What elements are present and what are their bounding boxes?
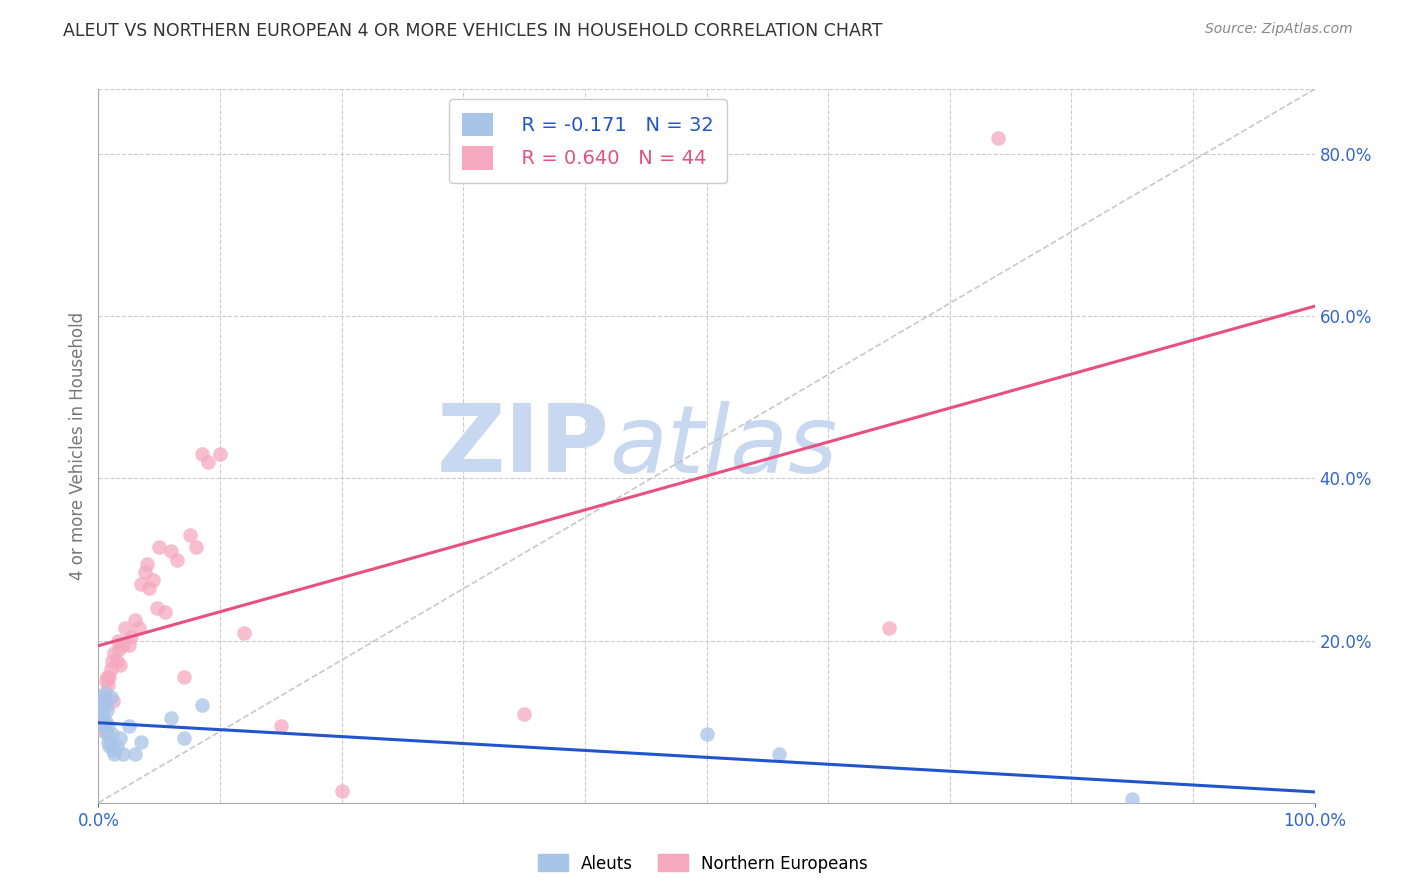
Point <box>98 739 121 753</box>
Text: atlas: atlas <box>609 401 838 491</box>
Y-axis label: 4 or more Vehicles in Household: 4 or more Vehicles in Household <box>69 312 87 580</box>
Point <box>90 714 112 729</box>
Point <box>91 719 114 733</box>
Point <box>696 727 718 741</box>
Text: ZIP: ZIP <box>436 400 609 492</box>
Point <box>107 633 129 648</box>
Point <box>155 605 177 619</box>
Point <box>105 654 128 668</box>
Point <box>94 674 117 689</box>
Point <box>110 731 132 745</box>
Point <box>173 670 195 684</box>
Point <box>96 727 118 741</box>
Point <box>160 711 183 725</box>
Point <box>90 702 112 716</box>
Point <box>101 654 124 668</box>
Point <box>110 657 132 672</box>
Point <box>100 690 122 705</box>
Point <box>513 706 536 721</box>
Point <box>160 544 183 558</box>
Point <box>94 698 117 713</box>
Legend: Aleuts, Northern Europeans: Aleuts, Northern Europeans <box>531 847 875 880</box>
Point <box>768 747 790 761</box>
Point <box>124 747 146 761</box>
Point <box>93 694 115 708</box>
Point <box>103 646 125 660</box>
Point <box>118 638 141 652</box>
Point <box>987 131 1010 145</box>
Point <box>101 694 124 708</box>
Point <box>91 698 114 713</box>
Point <box>91 711 114 725</box>
Point <box>105 739 128 753</box>
Point <box>114 622 136 636</box>
Point <box>124 613 146 627</box>
Point <box>173 731 195 745</box>
Point <box>98 670 121 684</box>
Point <box>191 698 214 713</box>
Point <box>197 455 219 469</box>
Point <box>97 678 120 692</box>
Point <box>138 581 160 595</box>
Point <box>97 719 120 733</box>
Point <box>90 690 112 705</box>
Point <box>146 601 169 615</box>
Point <box>142 573 165 587</box>
Point <box>96 670 118 684</box>
Point <box>101 727 124 741</box>
Point <box>128 622 150 636</box>
Point <box>89 694 111 708</box>
Point <box>233 625 256 640</box>
Legend:   R = -0.171   N = 32,   R = 0.640   N = 44: R = -0.171 N = 32, R = 0.640 N = 44 <box>449 99 727 184</box>
Point <box>91 723 114 737</box>
Point <box>191 447 214 461</box>
Point <box>270 719 292 733</box>
Point <box>93 686 115 700</box>
Point <box>103 747 125 761</box>
Text: Source: ZipAtlas.com: Source: ZipAtlas.com <box>1205 22 1353 37</box>
Point <box>1121 791 1143 805</box>
Point <box>94 714 117 729</box>
Point <box>129 577 152 591</box>
Point <box>111 747 134 761</box>
Point <box>120 630 142 644</box>
Point <box>93 690 115 705</box>
Point <box>129 735 152 749</box>
Point <box>96 702 118 716</box>
Point <box>91 719 114 733</box>
Point <box>148 541 170 555</box>
Point <box>108 641 131 656</box>
Point <box>111 638 134 652</box>
Point <box>118 719 141 733</box>
Point <box>179 528 201 542</box>
Point <box>101 743 124 757</box>
Point <box>209 447 232 461</box>
Point <box>166 552 188 566</box>
Point <box>184 541 207 555</box>
Point <box>330 783 353 797</box>
Text: ALEUT VS NORTHERN EUROPEAN 4 OR MORE VEHICLES IN HOUSEHOLD CORRELATION CHART: ALEUT VS NORTHERN EUROPEAN 4 OR MORE VEH… <box>63 22 883 40</box>
Point <box>100 662 122 676</box>
Point <box>134 565 156 579</box>
Point <box>877 622 900 636</box>
Point <box>97 735 120 749</box>
Point <box>91 706 114 721</box>
Point <box>136 557 159 571</box>
